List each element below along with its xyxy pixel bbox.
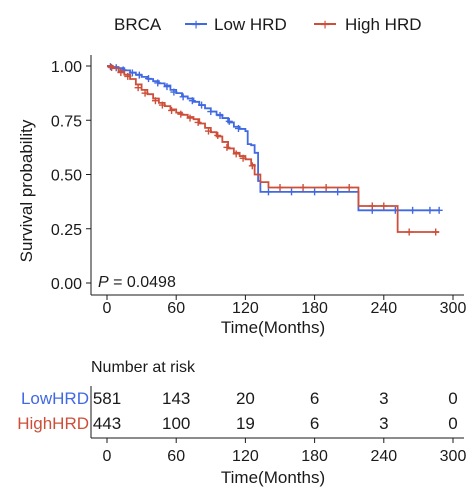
risk-count: 0 [448, 414, 457, 433]
censor-mark [223, 143, 231, 151]
censor-mark [168, 106, 176, 114]
censor-mark [232, 150, 240, 158]
risk-x-ticks: 0 60 120 180 240 300 [103, 438, 467, 465]
x-tick-label: 180 [301, 300, 328, 317]
censor-mark [311, 188, 319, 196]
y-tick-label: 0.75 [51, 113, 82, 130]
censor-mark [334, 188, 342, 196]
y-tick-label: 1.00 [51, 59, 82, 76]
censor-mark [151, 97, 159, 105]
p-value-annotation: P = 0.0498 [98, 274, 176, 291]
censor-mark [124, 72, 132, 80]
censor-mark [288, 188, 296, 196]
censor-mark [234, 124, 242, 132]
risk-count: 20 [236, 389, 255, 408]
y-ticks: 0.00 0.25 0.50 0.75 1.00 [51, 59, 91, 293]
y-tick-label: 0.25 [51, 222, 82, 239]
x-tick-label: 240 [370, 300, 397, 317]
risk-x-tick-label: 0 [103, 448, 112, 465]
censor-mark [299, 184, 307, 192]
x-tick-label: 300 [440, 300, 467, 317]
x-axis-label: Time(Months) [221, 318, 325, 337]
censor-mark [426, 206, 434, 214]
risk-row-label-high-hrd: HighHRD [17, 414, 89, 433]
plot-area: 0.00 0.25 0.50 0.75 1.00 0 60 120 180 240 300 P =… [17, 55, 466, 337]
censor-mark [163, 83, 171, 91]
risk-count: 0 [448, 389, 457, 408]
censor-mark [248, 162, 256, 170]
risk-x-tick-label: 300 [440, 448, 467, 465]
x-tick-label: 60 [167, 300, 185, 317]
survival-curve-low-hrd [107, 65, 440, 212]
risk-count: 6 [310, 389, 319, 408]
risk-x-tick-label: 120 [232, 448, 259, 465]
risk-x-tick-label: 240 [370, 448, 397, 465]
risk-count: 100 [162, 414, 190, 433]
y-tick-label: 0.00 [51, 276, 82, 293]
censor-mark [345, 184, 353, 192]
censor-mark [170, 88, 178, 96]
censor-mark [207, 108, 215, 116]
risk-count: 3 [379, 414, 388, 433]
risk-cells: 581 143 20 6 3 0 443 100 19 6 3 0 [93, 389, 458, 433]
censor-mark [239, 154, 247, 162]
x-ticks: 0 60 120 180 240 300 [103, 295, 467, 317]
x-tick-label: 120 [232, 300, 259, 317]
legend-title: BRCA [114, 15, 162, 34]
censor-mark [216, 111, 224, 119]
censor-mark [141, 89, 149, 97]
censor-mark [108, 64, 116, 72]
risk-x-tick-label: 60 [167, 448, 185, 465]
survival-curve-high-hrd [107, 65, 440, 233]
censor-mark [432, 228, 440, 236]
censor-mark [225, 117, 233, 125]
censor-mark [194, 118, 202, 126]
censor-mark [186, 114, 194, 122]
censor-mark [435, 206, 443, 214]
censor-mark [368, 202, 376, 210]
censor-mark [188, 97, 196, 105]
censor-mark [380, 202, 388, 210]
risk-row-label-low-hrd: LowHRD [21, 389, 89, 408]
legend-key-high-hrd-marker: + [320, 17, 329, 34]
y-tick-label: 0.50 [51, 168, 82, 185]
censor-mark [135, 71, 143, 79]
risk-table-x-axis-label: Time(Months) [221, 468, 325, 487]
risk-count: 19 [236, 414, 255, 433]
censor-mark [158, 101, 166, 109]
risk-table: Number at risk LowHRD HighHRD 581 143 20 6 3… [17, 359, 466, 487]
x-tick-label: 0 [103, 300, 112, 317]
legend: BRCA + Low HRD + High HRD [114, 15, 422, 34]
censor-mark [409, 206, 417, 214]
risk-count: 3 [379, 389, 388, 408]
legend-label-low-hrd: Low HRD [214, 15, 287, 34]
censor-mark [154, 79, 162, 87]
censor-mark [264, 188, 272, 196]
p-value-text: = 0.0498 [109, 274, 176, 291]
p-value-symbol: P [98, 274, 109, 291]
y-axis-label: Survival probability [17, 119, 36, 262]
censor-mark [322, 184, 330, 192]
censor-mark [198, 101, 206, 109]
censor-mark [214, 131, 222, 139]
legend-key-low-hrd-marker: + [191, 17, 200, 34]
risk-x-tick-label: 180 [301, 448, 328, 465]
censor-mark [179, 93, 187, 101]
censor-mark [134, 84, 142, 92]
censor-mark [177, 110, 185, 118]
survival-curves [106, 63, 443, 236]
censor-mark [145, 75, 153, 83]
risk-count: 581 [93, 389, 121, 408]
censor-mark [128, 69, 136, 77]
risk-count: 443 [93, 414, 121, 433]
censor-mark [117, 69, 125, 77]
censor-mark [276, 184, 284, 192]
censor-mark [405, 228, 413, 236]
censor-mark [204, 127, 212, 135]
risk-table-title: Number at risk [91, 359, 196, 376]
risk-count: 6 [310, 414, 319, 433]
risk-count: 143 [162, 389, 190, 408]
legend-label-high-hrd: High HRD [345, 15, 422, 34]
